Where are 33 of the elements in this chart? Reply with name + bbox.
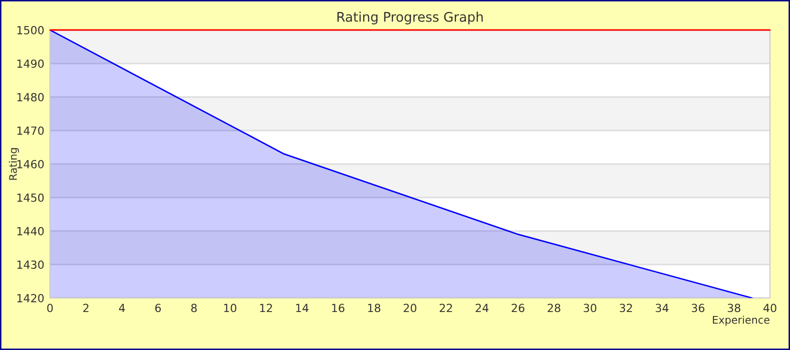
x-tick-label: 26 — [512, 304, 524, 312]
y-axis-title: Rating — [8, 148, 19, 180]
x-tick-label: 14 — [296, 304, 308, 312]
x-tick-label: 4 — [119, 304, 125, 312]
x-tick-label: 36 — [692, 304, 704, 312]
x-tick-label: 20 — [404, 304, 416, 312]
y-tick-label: 1490 — [17, 59, 44, 68]
x-tick-label: 22 — [440, 304, 452, 312]
y-tick-label: 1480 — [17, 92, 44, 102]
x-tick-label: 24 — [476, 304, 488, 312]
x-tick-label: 6 — [155, 304, 161, 312]
y-tick-label: 1470 — [17, 126, 44, 135]
y-tick-label: 1460 — [17, 160, 44, 168]
chart-title: Rating Progress Graph — [337, 12, 483, 24]
y-tick-label: 1440 — [17, 226, 44, 236]
x-tick-label: 30 — [584, 304, 596, 312]
y-tick-label: 1430 — [17, 260, 44, 269]
x-tick-label: 12 — [260, 304, 272, 312]
x-tick-label: 34 — [656, 304, 668, 312]
x-tick-label: 10 — [224, 304, 236, 312]
x-tick-label: 18 — [368, 304, 380, 312]
x-tick-label: 16 — [332, 304, 344, 312]
x-tick-label: 32 — [620, 304, 632, 312]
x-axis-title: Experience — [712, 316, 770, 326]
y-tick-label: 1420 — [17, 294, 44, 302]
y-tick-label: 1450 — [17, 193, 44, 202]
x-tick-label: 8 — [191, 304, 197, 312]
x-tick-label: 0 — [47, 304, 53, 312]
x-tick-label: 2 — [83, 304, 88, 312]
x-tick-label: 38 — [728, 304, 740, 312]
x-tick-label: 28 — [548, 304, 560, 312]
x-tick-label: 40 — [763, 304, 776, 312]
y-tick-label: 1500 — [17, 26, 44, 34]
